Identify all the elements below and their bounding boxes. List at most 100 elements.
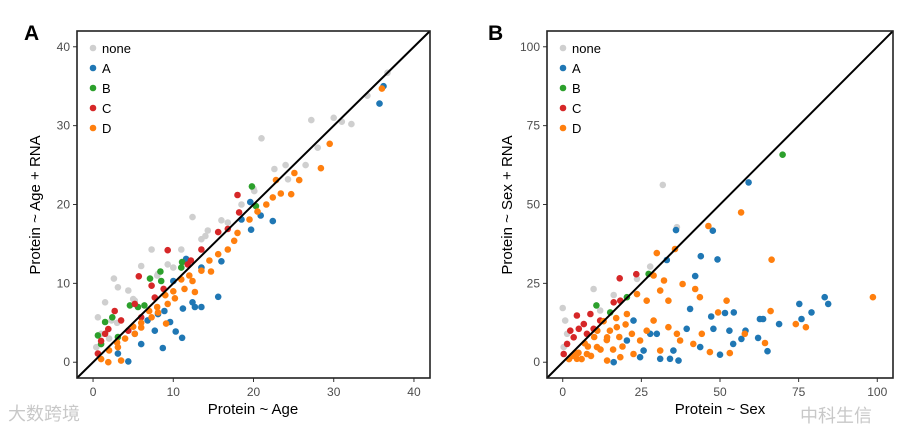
data-point-d [616, 333, 623, 341]
data-point-d [326, 140, 334, 148]
data-point-d [726, 349, 734, 357]
y-tick-label: 20 [57, 198, 71, 212]
data-point-b [178, 258, 186, 266]
data-point-b [94, 332, 102, 339]
data-point-d [603, 336, 611, 344]
data-point-d [768, 256, 775, 264]
data-point-none [610, 291, 617, 299]
data-point-c [148, 282, 155, 290]
data-point-a [159, 344, 167, 352]
data-point-c [575, 325, 583, 333]
data-point-d [171, 295, 179, 302]
data-point-a [623, 337, 631, 344]
legend-marker-d [559, 124, 567, 132]
data-point-a [189, 299, 196, 306]
data-point-d [653, 249, 661, 257]
data-point-none [224, 219, 232, 226]
legend-label-a: A [572, 61, 581, 76]
data-point-d [186, 272, 193, 279]
data-point-c [117, 317, 125, 324]
data-point-d [609, 346, 617, 353]
legend-marker-a [559, 64, 567, 72]
data-point-a [640, 347, 647, 354]
data-point-d [578, 355, 585, 363]
data-point-a [666, 355, 674, 363]
data-point-a [707, 313, 715, 320]
y-tick-label: 0 [63, 355, 70, 369]
data-point-a [247, 198, 254, 206]
data-point-d [679, 280, 686, 288]
series-a [610, 179, 832, 366]
data-point-a [691, 272, 699, 280]
data-point-b [146, 275, 154, 282]
data-point-d [198, 267, 205, 275]
legend-label-c: C [572, 101, 581, 116]
data-point-d [636, 337, 644, 344]
data-point-b [593, 302, 600, 309]
data-point-d [121, 335, 129, 342]
data-point-a [198, 303, 205, 311]
data-point-a [729, 340, 737, 348]
data-point-b [109, 314, 116, 321]
x-tick-label: 0 [559, 385, 566, 399]
data-point-d [137, 319, 145, 327]
identity-line [76, 30, 431, 379]
data-point-a [653, 330, 661, 338]
identity-line [546, 30, 894, 379]
legend-marker-b [89, 84, 97, 92]
data-point-a [636, 353, 644, 361]
data-point-d [214, 250, 222, 258]
data-point-d [696, 293, 704, 301]
plot-frame [546, 30, 894, 379]
panel-label-a: A [24, 22, 39, 45]
y-axis-label-b: Protein ~ Sex + RNA [499, 135, 516, 274]
y-tick-label: 100 [520, 40, 540, 54]
y-tick-label: 75 [527, 119, 541, 133]
data-point-d [741, 330, 749, 338]
data-point-b [141, 302, 148, 309]
data-point-d [623, 310, 631, 318]
data-point-a [754, 334, 762, 342]
data-point-none [218, 217, 225, 224]
data-point-a [726, 327, 733, 335]
data-point-d [148, 314, 155, 321]
data-point-none [561, 317, 569, 324]
data-point-a [114, 350, 122, 357]
data-point-d [162, 320, 170, 327]
data-point-d [317, 164, 325, 172]
data-point-none [348, 120, 355, 128]
data-point-d [802, 323, 810, 331]
data-point-d [613, 323, 621, 331]
data-point-none [282, 161, 289, 169]
data-point-a [745, 179, 752, 186]
data-point-none [170, 264, 177, 271]
data-point-d [207, 268, 215, 275]
data-point-d [254, 208, 261, 215]
data-point-d [291, 169, 298, 177]
series-none [93, 69, 391, 351]
data-point-c [563, 340, 571, 348]
x-tick-label: 100 [867, 385, 887, 399]
data-point-a [672, 226, 680, 234]
data-point-none [314, 144, 322, 151]
data-point-d [181, 285, 188, 293]
data-point-c [214, 228, 222, 236]
x-tick-label: 0 [90, 385, 97, 399]
data-point-d [230, 237, 238, 245]
data-point-d [628, 330, 636, 338]
data-point-c [580, 320, 588, 328]
x-tick-label: 50 [713, 385, 727, 399]
data-point-d [587, 352, 595, 360]
data-point-d [246, 216, 253, 223]
y-axis-label-a: Protein ~ Age + RNA [27, 135, 44, 274]
y-tick-label: 0 [533, 355, 540, 369]
data-point-d [170, 288, 177, 295]
x-tick-label: 75 [792, 385, 806, 399]
data-point-d [606, 327, 614, 335]
y-tick-label: 30 [57, 119, 71, 133]
x-tick-label: 40 [407, 385, 421, 399]
data-point-none [596, 307, 604, 314]
data-point-c [131, 300, 139, 308]
data-point-a [610, 358, 617, 366]
